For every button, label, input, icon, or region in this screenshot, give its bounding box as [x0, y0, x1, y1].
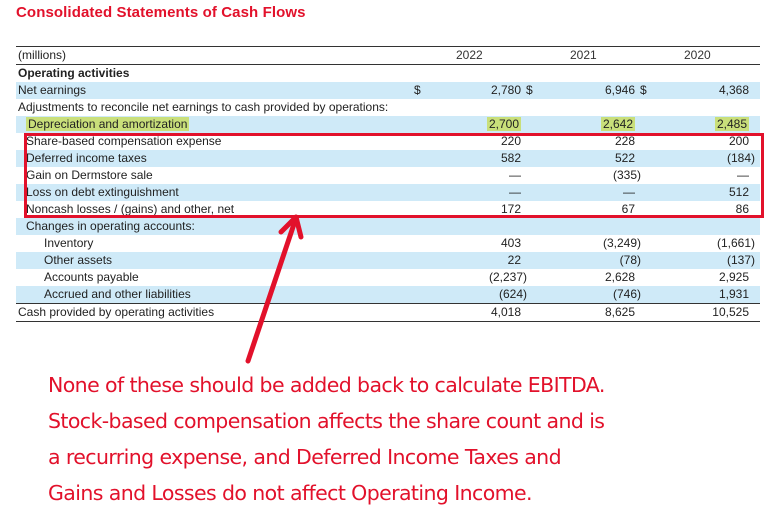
table-row: Net earnings $ 2,780 $ 6,946 $ 4,368: [16, 82, 760, 99]
value-2022: —: [509, 168, 521, 182]
value-2020: 86: [735, 202, 749, 216]
value-2020: (1,661): [716, 236, 755, 250]
value-2020: —: [737, 168, 749, 182]
table-row: Share-based compensation expense 220 228…: [16, 133, 760, 150]
value-2020: 10,525: [712, 305, 749, 319]
annotation-line: Stock-based compensation affects the sha…: [48, 409, 605, 433]
table-row: Noncash losses / (gains) and other, net …: [16, 201, 760, 218]
year-header-2022: 2022: [456, 48, 483, 62]
unit-label: (millions): [18, 48, 66, 62]
value-2021: 228: [614, 134, 635, 148]
annotation-line: None of these should be added back to ca…: [48, 373, 605, 397]
value-2022: 172: [500, 202, 521, 216]
value-2022: 4,018: [490, 305, 521, 319]
table-row: Accounts payable (2,237) 2,628 2,925: [16, 269, 760, 286]
header-bottom-rule: [16, 64, 760, 65]
value-2021: 8,625: [604, 305, 635, 319]
value-2021: 6,946: [604, 83, 635, 97]
row-label: Changes in operating accounts:: [26, 219, 195, 233]
value-2020: (137): [726, 253, 755, 267]
row-label: Deferred income taxes: [26, 151, 147, 165]
value-2022: (2,237): [488, 270, 527, 284]
year-header-2020: 2020: [684, 48, 711, 62]
highlight-box: [24, 133, 764, 218]
row-label: Other assets: [44, 253, 113, 267]
value-2021: (335): [612, 168, 641, 182]
row-label: Operating activities: [18, 66, 130, 80]
value-2022: (624): [498, 287, 527, 301]
value-2022: —: [509, 185, 521, 199]
currency-symbol: $: [414, 83, 421, 97]
value-2022: 22: [507, 253, 521, 267]
row-label: Net earnings: [18, 83, 87, 97]
row-label: Noncash losses / (gains) and other, net: [26, 202, 235, 216]
year-header-2021: 2021: [570, 48, 597, 62]
table-row: Accrued and other liabilities (624) (746…: [16, 286, 760, 303]
row-label: Loss on debt extinguishment: [26, 185, 179, 199]
value-2021: (3,249): [602, 236, 641, 250]
value-2020: 4,368: [718, 83, 749, 97]
annotation-line: Gains and Losses do not affect Operating…: [48, 481, 533, 505]
value-2022: 403: [500, 236, 521, 250]
value-2021: —: [623, 185, 635, 199]
value-2022: 2,780: [490, 83, 521, 97]
page-title: Consolidated Statements of Cash Flows: [16, 4, 306, 21]
table-row: Loss on debt extinguishment — — 512: [16, 184, 760, 201]
table-row: Gain on Dermstore sale — (335) —: [16, 167, 760, 184]
total-top-rule: [16, 303, 760, 304]
table-row: Deferred income taxes 582 522 (184): [16, 150, 760, 167]
value-2020: 512: [728, 185, 749, 199]
row-label: Cash provided by operating activities: [18, 305, 215, 319]
table-row: Other assets 22 (78) (137): [16, 252, 760, 269]
table-row: Adjustments to reconcile net earnings to…: [16, 99, 760, 116]
table-top-rule: [16, 46, 760, 47]
total-bottom-rule: [16, 321, 760, 322]
annotation-line: a recurring expense, and Deferred Income…: [48, 445, 562, 469]
value-2021: 522: [614, 151, 635, 165]
value-2020: 2,485: [714, 117, 749, 131]
table-row: Changes in operating accounts:: [16, 218, 760, 235]
value-2020: 1,931: [718, 287, 749, 301]
row-label: Accounts payable: [44, 270, 139, 284]
value-2020: 200: [728, 134, 749, 148]
row-label: Gain on Dermstore sale: [26, 168, 153, 182]
row-label: Inventory: [44, 236, 94, 250]
currency-symbol: $: [640, 83, 647, 97]
value-2020: (184): [726, 151, 755, 165]
value-2021: 2,628: [604, 270, 635, 284]
value-2022: 220: [500, 134, 521, 148]
value-2022: 2,700: [486, 117, 521, 131]
table-row-total: Cash provided by operating activities 4,…: [16, 304, 760, 321]
value-2022: 582: [500, 151, 521, 165]
row-label: Depreciation and amortization: [26, 117, 190, 131]
table-header-row: (millions) 2022 2021 2020: [16, 47, 760, 64]
value-2021: 67: [621, 202, 635, 216]
row-label: Accrued and other liabilities: [44, 287, 191, 301]
row-label: Share-based compensation expense: [26, 134, 222, 148]
table-row: Operating activities: [16, 65, 760, 82]
annotation-note: None of these should be added back to ca…: [48, 367, 748, 511]
row-label: Adjustments to reconcile net earnings to…: [18, 100, 389, 114]
table-row: Inventory 403 (3,249) (1,661): [16, 235, 760, 252]
value-2021: (746): [612, 287, 641, 301]
value-2021: 2,642: [600, 117, 635, 131]
table-row-highlighted: Depreciation and amortization 2,700 2,64…: [16, 116, 760, 133]
currency-symbol: $: [526, 83, 533, 97]
value-2020: 2,925: [718, 270, 749, 284]
value-2021: (78): [619, 253, 641, 267]
